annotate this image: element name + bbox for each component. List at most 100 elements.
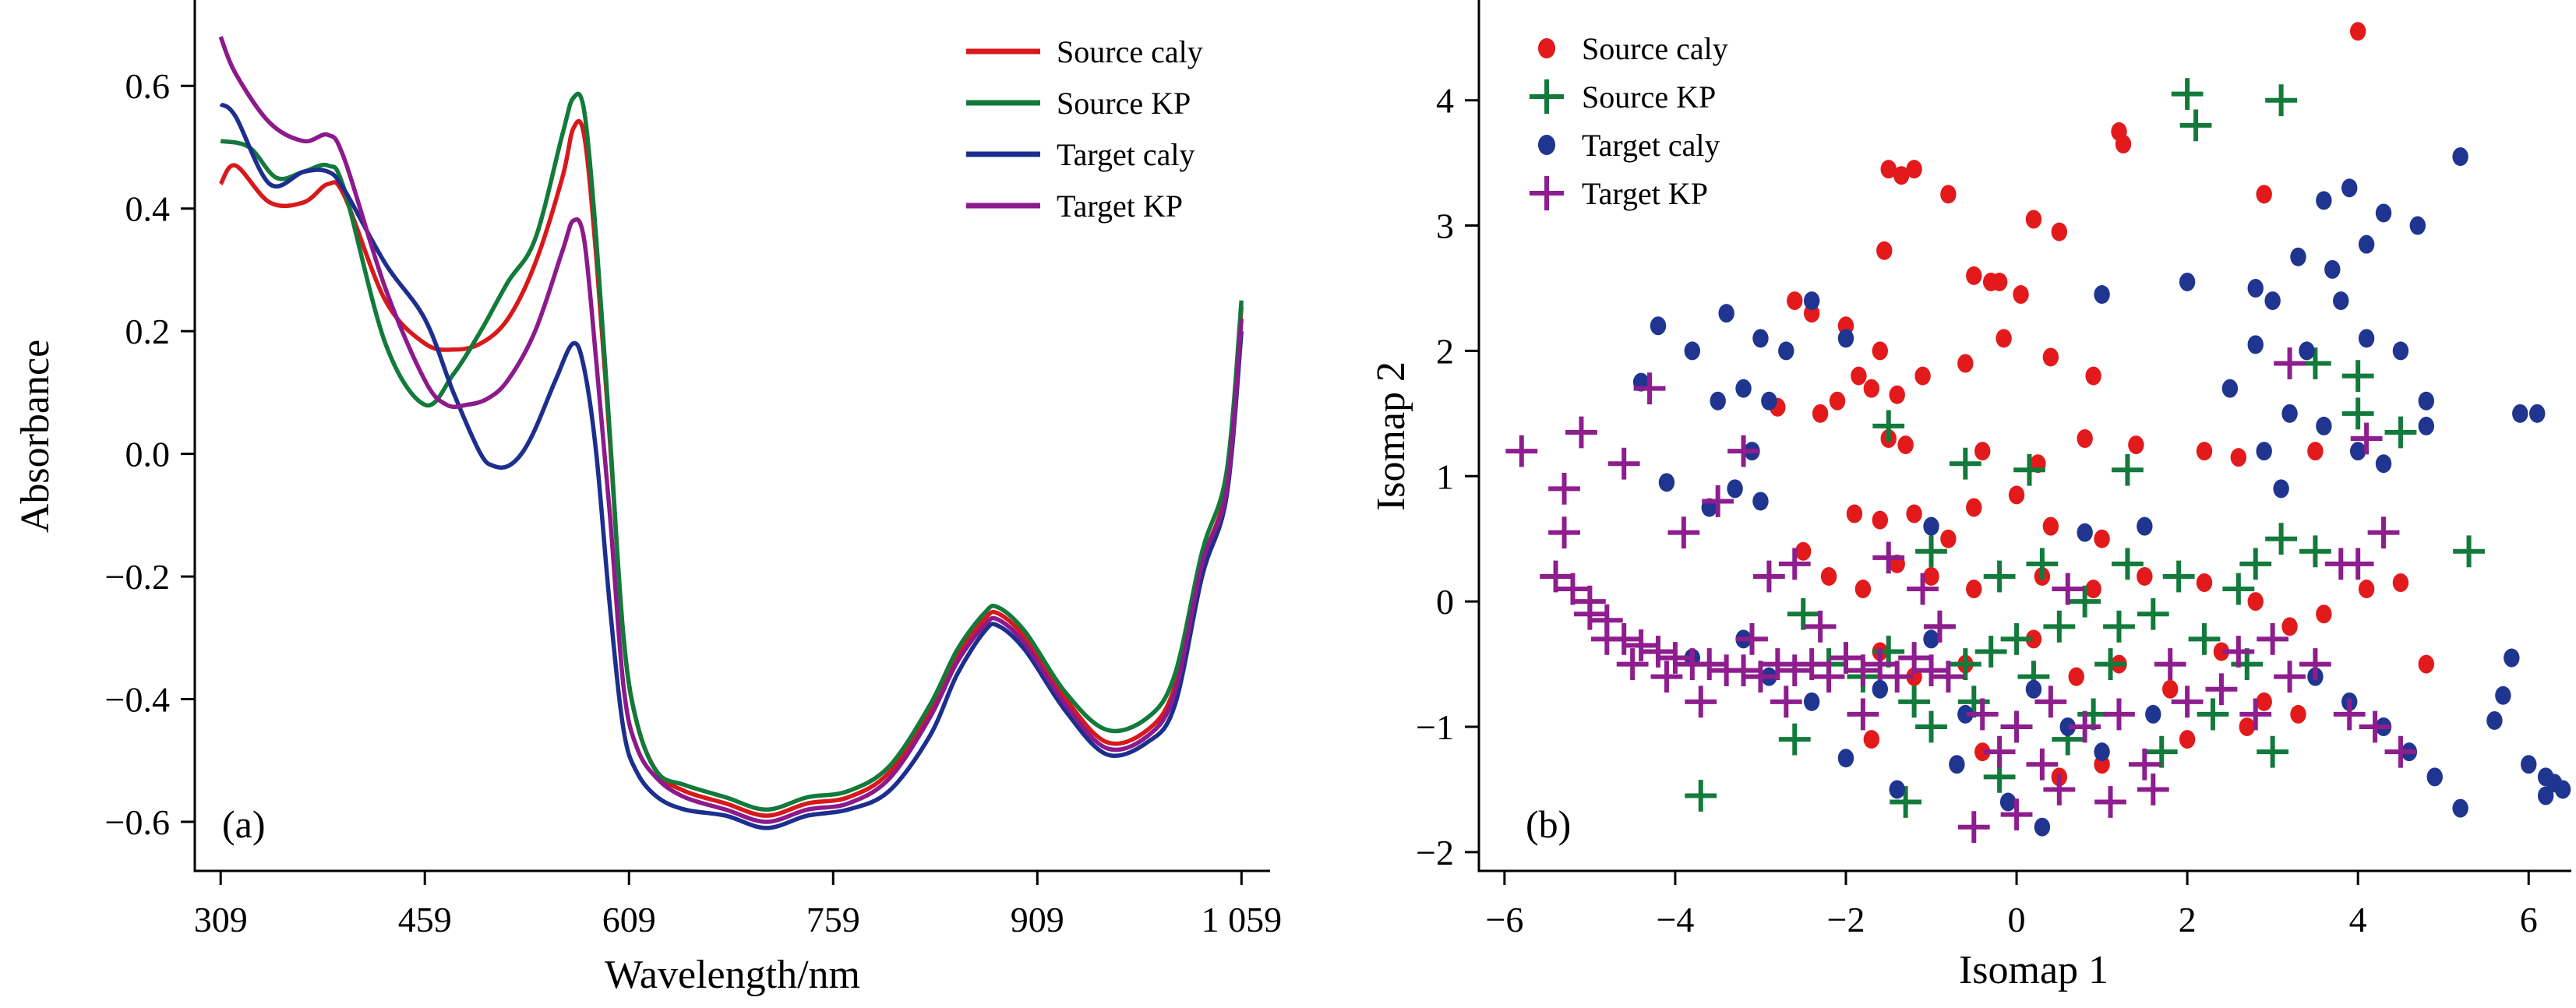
chart-a-axes [193, 0, 1270, 872]
chart-b-point-s3 [2205, 673, 2238, 706]
chart-b-point-s3 [1650, 661, 1683, 693]
chart-b-point-s0 [1889, 385, 1905, 404]
chart-b-point-s0 [1906, 504, 1922, 523]
chart-b-point-s1 [1949, 447, 1981, 480]
chart-b-point-s1 [1778, 723, 1811, 756]
chart-a-ytick-label: −0.4 [105, 680, 170, 720]
chart-b-xtick-label: −2 [1827, 900, 1865, 939]
chart-b-ytick-label: 2 [1436, 331, 1454, 371]
chart-b-point-s1 [1974, 636, 2007, 668]
chart-b-point-s0 [1966, 266, 1982, 285]
chart-b-point-s3 [1540, 560, 1572, 593]
chart-b-ytick-label: 4 [1436, 81, 1454, 121]
chart-b-point-s2 [2418, 416, 2434, 435]
chart-b-point-s3 [2239, 698, 2272, 731]
chart-b-point-s1 [2265, 523, 2297, 555]
chart-b-point-s3 [1633, 372, 1666, 405]
chart-b-ytick-label: 0 [1436, 582, 1454, 622]
chart-a-series-layer [218, 36, 1244, 830]
chart-b-point-s2 [2316, 416, 2332, 435]
chart-b-point-s0 [2316, 604, 2332, 624]
chart-b-point-s2 [1718, 304, 1734, 323]
chart-b-point-s1 [2197, 698, 2229, 731]
chart-b-point-s2 [2409, 216, 2426, 235]
chart-b-point-s1 [2384, 416, 2417, 449]
chart-b-point-s2 [2333, 291, 2349, 311]
chart-b-point-s3 [1932, 661, 1964, 693]
chart-b-xlabel: Isomap 1 [1959, 948, 2108, 992]
chart-b-point-s2 [1684, 341, 1701, 361]
chart-b-point-s3 [2350, 422, 2383, 455]
chart-b-point-s2 [2034, 817, 2051, 837]
chart-b-point-s2 [2094, 742, 2110, 762]
chart-b-point-s1 [2299, 535, 2331, 568]
chart-b-xtick-label: −6 [1485, 900, 1523, 939]
chart-b-point-s3 [1659, 642, 1692, 674]
chart-b-point-s0 [1846, 504, 1863, 523]
chart-b-point-s3 [1548, 472, 1580, 505]
chart-b-point-s0 [2137, 566, 2153, 586]
chart-b-point-s0 [2179, 730, 2196, 749]
chart-b-point-s0 [2213, 642, 2230, 661]
chart-a-ytick-label: 0.0 [125, 435, 171, 474]
chart-b-point-s0 [2128, 435, 2144, 455]
chart-a-ticks-layer: 309 459 609 759 909 1 059 0.6 0.4 0.2 0.0 −0.2 −0.4… [105, 66, 1283, 939]
chart-b-point-s3 [2094, 786, 2126, 818]
chart-b-point-s2 [2512, 404, 2528, 423]
chart-b-legend-label: Source KP [1582, 79, 1716, 115]
chart-b-point-s0 [1914, 366, 1931, 386]
chart-b-point-s0 [2196, 442, 2213, 461]
chart-b-points-layer [1505, 22, 2571, 844]
chart-a-ytick-label: 0.2 [125, 312, 171, 351]
chart-b-point-s0 [1991, 272, 2008, 291]
chart-b-panel-label: (b) [1526, 802, 1571, 846]
chart-a-legend-label: Target KP [1057, 189, 1183, 224]
chart-a-ytick-label: 0.4 [125, 189, 171, 229]
chart-b-point-s0 [2230, 448, 2247, 467]
chart-b-ticks-layer: −6 −4 −2 0 2 4 6 4 3 2 1 0 −1 −2 [1416, 81, 2538, 939]
chart-b-point-s3 [2103, 698, 2135, 731]
chart-b-point-s0 [2290, 704, 2306, 724]
chart-b-point-s2 [2059, 717, 2076, 737]
chart-b-point-s3 [1957, 811, 1990, 844]
chart-b-point-s0 [1795, 541, 1812, 561]
chart-b-point-s0 [2068, 667, 2084, 686]
chart-b-point-s2 [1837, 749, 1854, 768]
chart-b-xtick-label: 4 [2349, 900, 2367, 939]
chart-b-point-s3 [1625, 629, 1657, 661]
chart-b-point-s1 [1872, 410, 1905, 442]
chart-b-point-s2 [1658, 473, 1675, 492]
chart-b-point-s1 [1915, 710, 1947, 743]
chart-b-legend-swatch [1537, 135, 1556, 155]
chart-b-point-s2 [2256, 442, 2272, 461]
chart-b-point-s2 [2528, 404, 2546, 423]
chart-b-point-s3 [1778, 548, 1811, 580]
chart-b-point-s0 [1854, 580, 1872, 599]
chart-b-point-s1 [1685, 780, 1717, 812]
chart-b-point-s3 [2257, 623, 2289, 655]
chart-b-point-s0 [1957, 354, 1974, 373]
chart-b-point-s0 [1940, 529, 1957, 548]
chart-b-point-s3 [1727, 435, 1759, 467]
chart-b-legend-label: Target KP [1582, 176, 1708, 211]
chart-b-point-s3 [1642, 636, 1674, 668]
chart-b-point-s0 [1872, 341, 1888, 361]
chart-b-point-s2 [1752, 329, 1769, 348]
chart-b-point-s3 [1667, 516, 1700, 549]
chart-b-point-s1 [2222, 573, 2255, 605]
chart-b-point-s2 [2426, 767, 2443, 787]
chart-b-point-s3 [1607, 447, 1640, 480]
chart-b-legend-label: Source caly [1582, 31, 1728, 66]
chart-b-ytick-label: −1 [1416, 707, 1454, 747]
chart-b-point-s2 [2299, 341, 2315, 361]
chart-b-point-s1 [2145, 735, 2178, 768]
chart-b-point-s2 [1803, 692, 1820, 711]
chart-b-point-s2 [1872, 679, 1888, 699]
chart-b-point-s3 [1761, 648, 1794, 680]
chart-b-point-s0 [2162, 679, 2179, 699]
chart-b-point-s2 [1949, 755, 1965, 774]
chart-b-point-s3 [2171, 686, 2204, 718]
chart-b-point-s3 [1590, 623, 1623, 655]
chart-b-point-s3 [2299, 648, 2331, 680]
chart-b-point-s1 [2043, 610, 2076, 643]
